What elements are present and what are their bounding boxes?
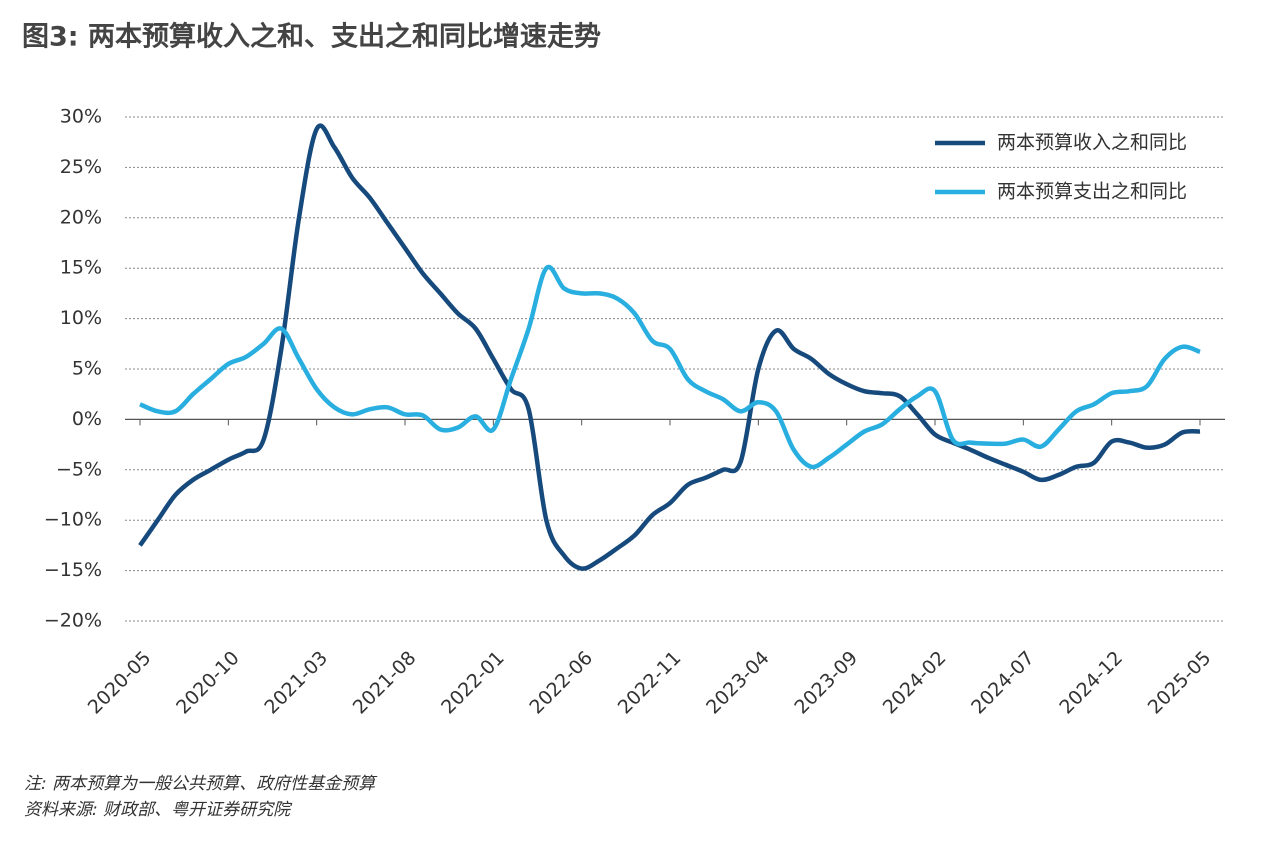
x-tick-label: 2021-03 [260, 647, 332, 719]
y-tick-label: 10% [60, 307, 102, 329]
x-tick-label: 2022-01 [437, 647, 509, 719]
y-tick-label: −15% [44, 559, 102, 581]
series-line [138, 123, 1201, 571]
x-tick-label: 2020-10 [172, 647, 244, 719]
legend-label: 两本预算支出之和同比 [997, 181, 1187, 203]
x-tick-label: 2020-05 [84, 647, 156, 719]
x-tick-label: 2024-12 [1055, 647, 1127, 719]
source: 资料来源: 财政部、粤开证券研究院 [24, 800, 293, 820]
note: 注: 两本预算为一般公共预算、政府性基金预算 [24, 774, 378, 794]
x-tick-label: 2022-11 [614, 647, 686, 719]
y-tick-label: 0% [72, 408, 102, 430]
y-tick-label: 15% [60, 257, 102, 279]
y-tick-label: 5% [72, 358, 102, 380]
x-tick-label: 2022-06 [525, 647, 597, 719]
y-tick-label: −10% [44, 509, 102, 531]
y-tick-label: −5% [56, 458, 102, 480]
x-tick-label: 2021-08 [349, 647, 421, 719]
y-tick-label: −20% [44, 610, 102, 632]
x-tick-label: 2023-04 [702, 647, 774, 719]
x-tick-label: 2024-07 [967, 647, 1039, 719]
y-tick-label: 30% [60, 106, 102, 128]
y-tick-label: 25% [60, 156, 102, 178]
y-tick-label: 20% [60, 206, 102, 228]
series-line [139, 264, 1201, 470]
x-tick-label: 2024-02 [879, 647, 951, 719]
legend-label: 两本预算收入之和同比 [997, 132, 1187, 154]
x-tick-label: 2023-09 [790, 647, 862, 719]
chart-title: 图3: 两本预算收入之和、支出之和同比增速走势 [22, 21, 601, 53]
x-tick-label: 2025-05 [1144, 647, 1216, 719]
